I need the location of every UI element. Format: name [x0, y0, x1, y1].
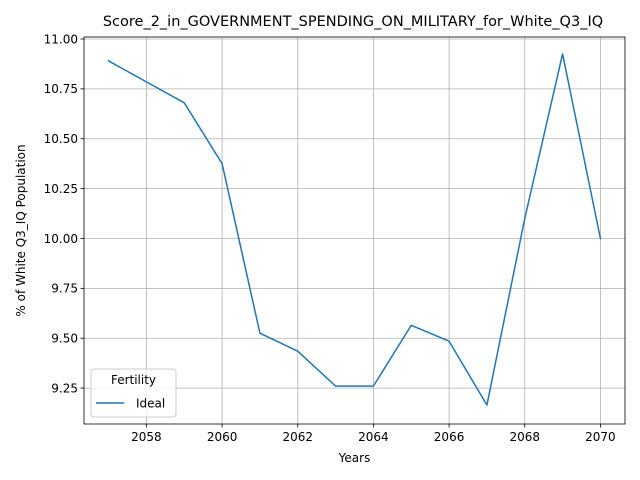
legend-box — [90, 368, 177, 418]
y-axis-ticks: 9.25 9.50 9.75 10.00 10.25 10.50 10.75 11.00 — [44, 32, 84, 395]
legend: Fertility Ideal — [90, 368, 177, 418]
legend-title: Fertility — [111, 373, 156, 387]
y-tick-label: 10.00 — [44, 232, 78, 246]
y-tick-label: 9.75 — [51, 282, 78, 296]
x-tick-label: 2066 — [434, 430, 465, 444]
x-axis-ticks: 2058 2060 2062 2064 2066 2068 2070 — [131, 424, 616, 444]
x-tick-label: 2068 — [509, 430, 540, 444]
series-line-ideal — [107, 53, 602, 406]
x-tick-label: 2062 — [282, 430, 313, 444]
y-tick-label: 9.25 — [51, 381, 78, 395]
y-axis-title: % of White Q3_IQ Population — [14, 144, 28, 316]
y-tick-label: 9.50 — [51, 332, 78, 346]
chart-title: Score_2_in_GOVERNMENT_SPENDING_ON_MILITA… — [103, 14, 603, 30]
plot-frame — [83, 36, 626, 425]
x-axis-title: Years — [338, 451, 371, 465]
x-tick-label: 2064 — [358, 430, 389, 444]
x-tick-label: 2070 — [585, 430, 616, 444]
y-tick-label: 11.00 — [44, 32, 78, 46]
x-tick-label: 2060 — [207, 430, 238, 444]
y-tick-label: 10.50 — [44, 132, 78, 146]
legend-entry-label: Ideal — [136, 396, 165, 410]
series-layer — [107, 53, 602, 406]
grid-lines — [84, 37, 625, 424]
y-tick-label: 10.25 — [44, 182, 78, 196]
y-tick-label: 10.75 — [44, 82, 78, 96]
x-tick-label: 2058 — [131, 430, 162, 444]
